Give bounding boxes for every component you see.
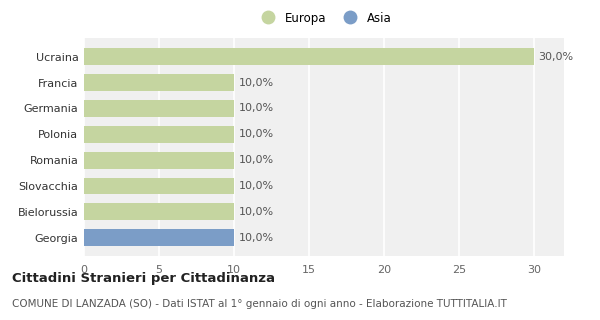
Text: 30,0%: 30,0% — [539, 52, 574, 62]
Text: COMUNE DI LANZADA (SO) - Dati ISTAT al 1° gennaio di ogni anno - Elaborazione TU: COMUNE DI LANZADA (SO) - Dati ISTAT al 1… — [12, 299, 507, 309]
Text: 10,0%: 10,0% — [239, 77, 274, 88]
Bar — [84, 152, 234, 169]
Text: 10,0%: 10,0% — [239, 155, 274, 165]
Bar — [84, 74, 234, 91]
Text: 10,0%: 10,0% — [239, 129, 274, 139]
Text: Cittadini Stranieri per Cittadinanza: Cittadini Stranieri per Cittadinanza — [12, 272, 275, 284]
Text: 10,0%: 10,0% — [239, 181, 274, 191]
Text: 10,0%: 10,0% — [239, 207, 274, 217]
Bar — [84, 204, 234, 220]
Bar — [84, 229, 234, 246]
Legend: Europa, Asia: Europa, Asia — [253, 8, 395, 28]
Text: 10,0%: 10,0% — [239, 233, 274, 243]
Bar — [84, 100, 234, 117]
Bar — [84, 48, 534, 65]
Text: 10,0%: 10,0% — [239, 103, 274, 113]
Bar — [84, 126, 234, 143]
Bar — [84, 178, 234, 194]
